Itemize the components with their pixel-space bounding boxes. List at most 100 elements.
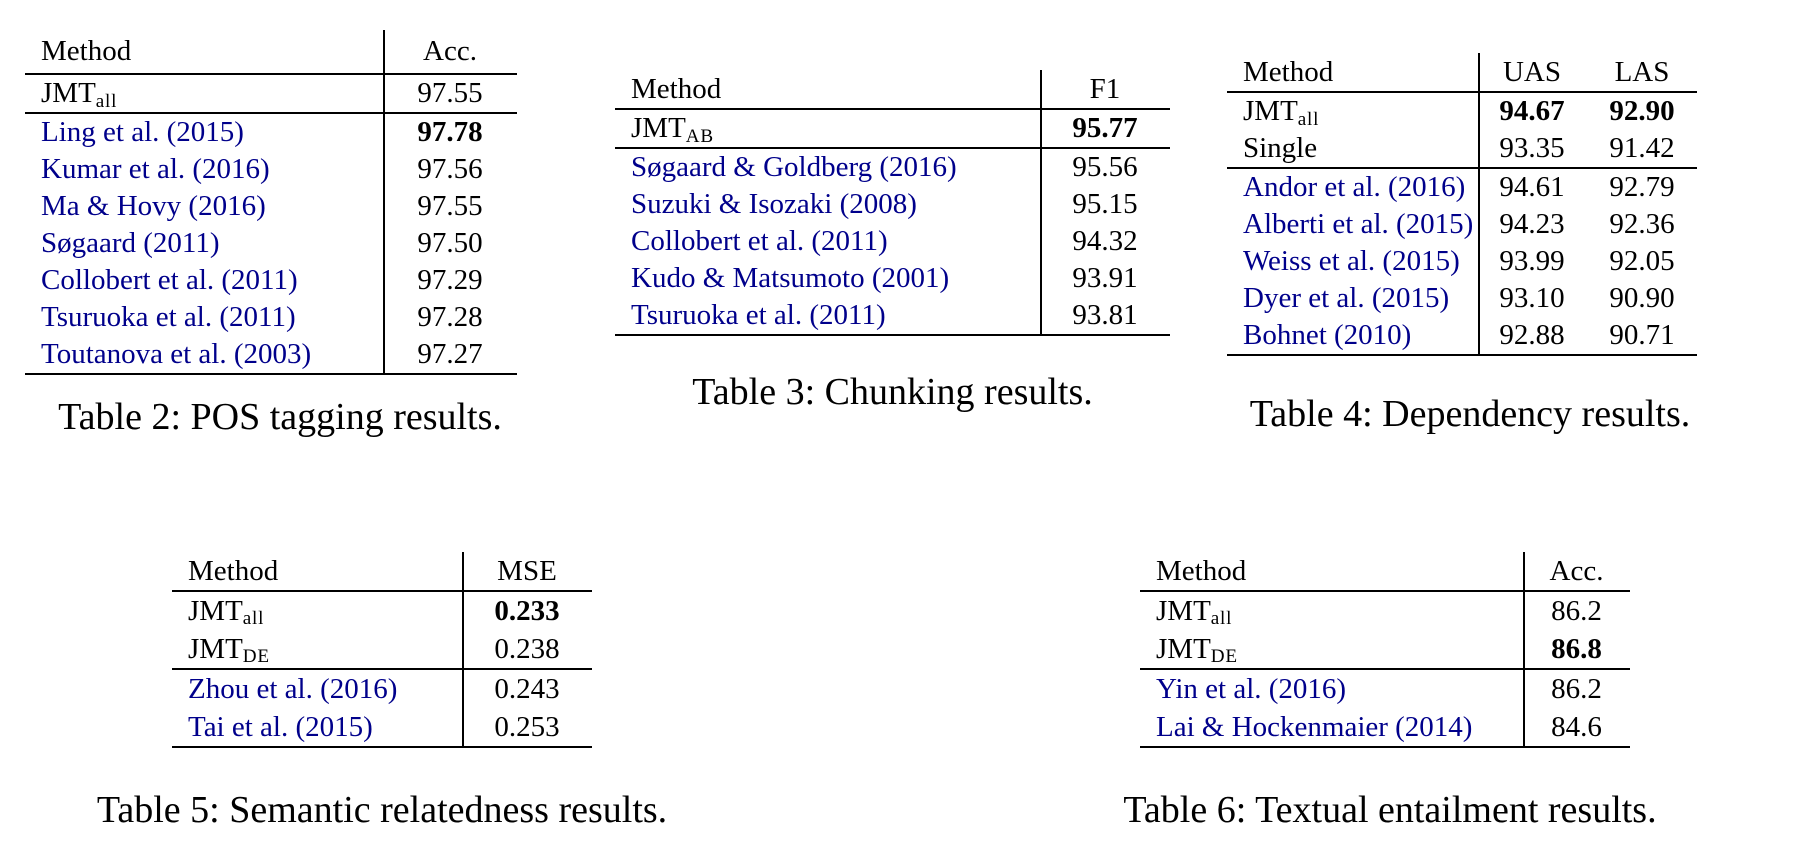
metric-value: 92.88 [1499,319,1565,351]
citation-link[interactable]: Tsuruoka et al. (2011) [41,301,296,333]
citation-link[interactable]: Weiss et al. (2015) [1243,245,1460,277]
citation-link[interactable]: Søgaard (2011) [41,227,220,259]
method-cell: JMTall [172,594,462,630]
method-cell: Bohnet (2010) [1227,319,1477,352]
citation-link[interactable]: Suzuki & Isozaki (2008) [631,188,917,220]
method-cell: Toutanova et al. (2003) [25,338,383,371]
metric-value: 86.2 [1551,672,1602,705]
table-row: Weiss et al. (2015) 93.99 92.05 [1227,243,1697,280]
citation-link[interactable]: Collobert et al. (2011) [631,225,888,257]
table-group-citations: Zhou et al. (2016) 0.243 Tai et al. (201… [172,670,592,748]
citation-link[interactable]: Collobert et al. (2011) [41,264,298,296]
method-column-header: Method [1243,55,1334,88]
table-row: JMTAB 95.77 [615,110,1170,147]
table-row: Yin et al. (2016) 86.2 [1140,670,1630,708]
uas-column-header: UAS [1502,55,1561,88]
citation-link[interactable]: Alberti et al. (2015) [1243,208,1474,240]
citation-link[interactable]: Søgaard & Goldberg (2016) [631,151,957,183]
citation-link[interactable]: Andor et al. (2016) [1243,171,1466,203]
method-cell: JMTall [25,77,383,112]
table-row: Ling et al. (2015) 97.78 [25,114,517,151]
metric-value: 95.15 [1072,188,1138,220]
metric-value: 90.71 [1609,319,1675,351]
metric-value: 94.23 [1499,208,1565,240]
metric-value: 86.8 [1551,632,1602,665]
table-row: Zhou et al. (2016) 0.243 [172,670,592,708]
citation-link[interactable]: Dyer et al. (2015) [1243,282,1450,314]
citation-link[interactable]: Kumar et al. (2016) [41,153,270,185]
table-5-caption: Table 5: Semantic relatedness results. [96,789,668,831]
metric-value: 97.56 [417,153,483,185]
table-header-row: Method Acc. [1140,552,1630,592]
table-group-jmt: JMTall 0.233 JMTDE 0.238 [172,592,592,670]
table-group-jmt: JMTall 97.55 [25,75,517,114]
metric-value: 97.50 [417,227,483,259]
method-cell: Single [1227,132,1477,165]
method-column-header: Method [1156,554,1247,587]
column-divider-line [1523,552,1525,748]
semantic-relatedness-table: Method MSE JMTall 0.233 JMTDE 0.238 Zhou… [172,552,592,748]
method-cell: Søgaard (2011) [25,227,383,260]
citation-link[interactable]: Ling et al. (2015) [41,116,244,148]
citation-link[interactable]: Lai & Hockenmaier (2014) [1156,710,1473,743]
method-label: JMT [188,594,243,627]
method-label: JMT [631,112,686,144]
metric-value: 93.81 [1072,299,1138,331]
method-subscript: all [242,608,265,630]
table-header-row: Method Acc. [25,30,517,75]
citation-link[interactable]: Zhou et al. (2016) [188,672,398,705]
method-label: JMT [188,632,243,665]
method-subscript: all [1210,608,1233,630]
metric-value: 0.243 [494,672,560,705]
table-group-jmt: JMTAB 95.77 [615,110,1170,149]
metric-value: 93.99 [1499,245,1565,277]
method-cell: Dyer et al. (2015) [1227,282,1477,315]
table-group-citations: Andor et al. (2016) 94.61 92.79 Alberti … [1227,169,1697,356]
table-row: Suzuki & Isozaki (2008) 95.15 [615,186,1170,223]
metric-value: 92.36 [1609,208,1675,240]
metric-value: 0.238 [494,632,560,665]
method-cell: Tsuruoka et al. (2011) [615,299,1040,332]
method-cell: Alberti et al. (2015) [1227,208,1477,241]
dependency-table: Method UAS LAS JMTall 94.67 92.90 Single… [1227,53,1697,356]
table-group-citations: Ling et al. (2015) 97.78 Kumar et al. (2… [25,114,517,375]
table-row: JMTDE 86.8 [1140,630,1630,668]
citation-link[interactable]: Kudo & Matsumoto (2001) [631,262,950,294]
metric-value: 90.90 [1609,282,1675,314]
table-row: JMTall 94.67 92.90 [1227,93,1697,130]
metric-value: 94.67 [1499,95,1565,127]
method-subscript: all [1297,108,1320,130]
metric-value: 93.91 [1072,262,1138,294]
citation-link[interactable]: Tai et al. (2015) [188,710,373,743]
citation-link[interactable]: Toutanova et al. (2003) [41,338,312,370]
method-cell: Lai & Hockenmaier (2014) [1140,711,1523,744]
column-divider-line [1478,53,1480,356]
metric-value: 97.28 [417,301,483,333]
acc-column-header: Acc. [1549,554,1604,587]
method-cell: JMTall [1140,595,1523,630]
citation-link[interactable]: Yin et al. (2016) [1156,672,1347,705]
method-subscript: all [95,90,118,112]
method-cell: Ma & Hovy (2016) [25,190,383,223]
method-cell: Yin et al. (2016) [1140,673,1523,706]
table-row: Tsuruoka et al. (2011) 97.28 [25,299,517,336]
pos-tagging-table: Method Acc. JMTall 97.55 Ling et al. (20… [25,30,517,375]
metric-value: 97.78 [417,116,483,148]
method-label: JMT [41,77,96,109]
citation-link[interactable]: Ma & Hovy (2016) [41,190,266,222]
method-column-header: Method [188,554,279,587]
method-cell: Tai et al. (2015) [172,711,462,744]
citation-link[interactable]: Bohnet (2010) [1243,319,1412,351]
metric-value: 84.6 [1551,710,1602,743]
citation-link[interactable]: Tsuruoka et al. (2011) [631,299,886,331]
column-divider-line [462,552,464,748]
acc-column-header: Acc. [423,35,477,67]
table-row: Dyer et al. (2015) 93.10 90.90 [1227,280,1697,317]
table-row: JMTall 0.233 [172,592,592,630]
metric-value: 0.253 [494,710,560,743]
method-cell: Andor et al. (2016) [1227,171,1477,204]
table-group-citations: Søgaard & Goldberg (2016) 95.56 Suzuki &… [615,149,1170,336]
method-label: JMT [1243,95,1298,127]
method-cell: Collobert et al. (2011) [615,225,1040,258]
las-column-header: LAS [1614,55,1670,88]
